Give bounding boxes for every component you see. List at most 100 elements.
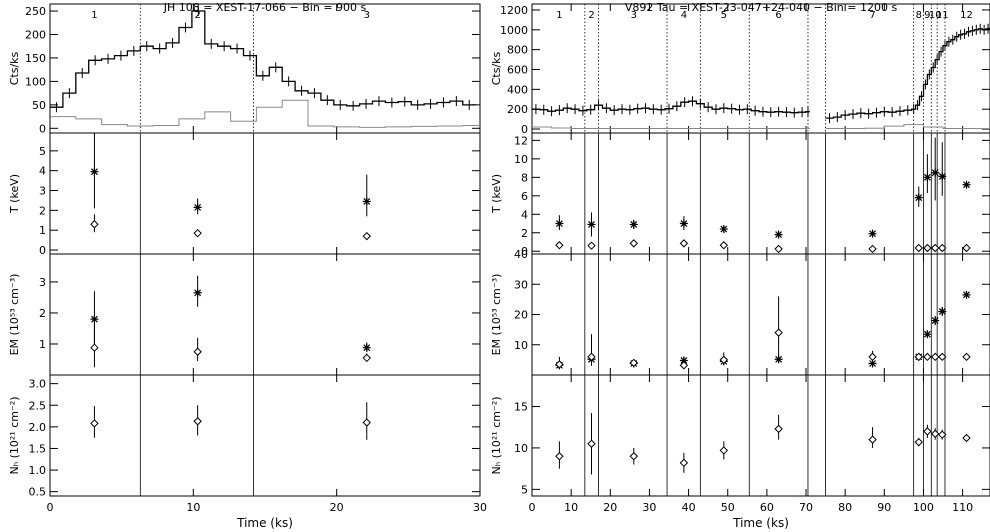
y-tick-label: 600 — [507, 63, 528, 76]
y-axis-label: Nₕ (10²¹ cm⁻²) — [8, 396, 21, 474]
x-tick-label: 100 — [913, 501, 934, 514]
diamond-marker — [914, 352, 923, 362]
y-tick-label: 10 — [514, 153, 528, 166]
y-tick-label: 2 — [39, 307, 46, 320]
diamond-marker — [962, 243, 971, 253]
diamond-marker — [930, 429, 940, 439]
diamond-marker — [193, 417, 202, 426]
y-tick-label: 1 — [39, 338, 46, 351]
interval-label: 9 — [924, 10, 930, 21]
y-tick-label: 6 — [521, 190, 528, 203]
y-tick-label: 8 — [521, 171, 528, 184]
diamond-marker — [555, 241, 564, 250]
panel-temperature: 0 2 4 6 8 10 12 T (keV) — [490, 132, 990, 258]
x-tick-label: 0 — [47, 501, 54, 514]
y-tick-label: 1200 — [500, 4, 528, 17]
interval-label: 5 — [721, 10, 727, 21]
lightcurve-source — [50, 10, 476, 108]
y-tick-label: 3.0 — [29, 378, 47, 391]
panel-frame — [531, 132, 990, 255]
diamond-marker — [719, 355, 729, 365]
lightcurve-source — [532, 27, 990, 119]
asterisk-marker — [938, 172, 947, 181]
interval-label: 7 — [869, 10, 875, 21]
diamond-marker — [938, 430, 947, 439]
asterisk-marker — [679, 219, 688, 228]
y-tick-label: 0.5 — [29, 486, 47, 499]
x-axis-label: Time (ks) — [236, 516, 293, 530]
x-tick-label: 110 — [952, 501, 973, 514]
diamond-marker — [923, 352, 932, 362]
panel-frame — [531, 3, 990, 134]
panel-data — [90, 402, 371, 440]
y-tick-label: 4 — [521, 208, 528, 221]
panel-data — [555, 137, 971, 254]
diamond-marker — [629, 358, 638, 368]
diamond-marker — [587, 439, 596, 448]
y-tick-label: 20 — [514, 309, 528, 322]
y-axis-label: T (keV) — [8, 174, 21, 214]
x-tick-label: 80 — [838, 501, 852, 514]
diamond-marker — [923, 427, 932, 436]
diamond-marker — [587, 352, 596, 362]
x-tick-label: 40 — [682, 501, 696, 514]
x-tick-label: 30 — [642, 501, 656, 514]
y-tick-label: 2.5 — [29, 399, 47, 412]
diamond-marker — [868, 244, 877, 254]
interval-label: 2 — [194, 10, 200, 21]
diamond-marker — [914, 437, 923, 447]
x-tick-label: 10 — [186, 501, 200, 514]
asterisk-marker — [914, 193, 923, 202]
interval-label: 10 — [929, 10, 942, 21]
asterisk-marker — [193, 203, 202, 212]
diamond-marker — [629, 452, 638, 461]
y-tick-label: 800 — [507, 44, 528, 57]
y-tick-label: 5 — [521, 483, 528, 496]
y-axis-label: Cts/ks — [8, 51, 21, 85]
diamond-marker — [938, 243, 947, 253]
diamond-marker — [774, 328, 783, 337]
x-tick-label: 70 — [799, 501, 813, 514]
diamond-marker — [774, 424, 783, 434]
panel-nh: 5 10 15 Nₕ (10²¹ cm⁻²) — [490, 374, 990, 497]
y-tick-label: 50 — [32, 99, 46, 112]
diamond-marker — [962, 352, 971, 362]
diamond-marker — [679, 361, 689, 370]
x-tick-label: 10 — [564, 501, 578, 514]
y-tick-label: 30 — [514, 278, 528, 291]
panel-emission_measure: 10 20 30 40 EM (10⁵³ cm⁻³) — [490, 248, 990, 376]
diamond-marker — [962, 433, 971, 443]
diamond-marker — [587, 241, 596, 250]
y-axis-label: EM (10⁵³ cm⁻³) — [490, 274, 503, 356]
y-tick-label: 150 — [25, 52, 46, 65]
x-tick-label: 30 — [473, 501, 487, 514]
panel-frame — [49, 253, 481, 376]
asterisk-marker — [362, 197, 371, 206]
panel-frame — [49, 132, 481, 255]
diamond-marker — [930, 243, 940, 253]
diamond-marker — [629, 239, 638, 248]
y-tick-label: 0 — [521, 123, 528, 136]
diamond-marker — [868, 435, 877, 444]
y-tick-label: 12 — [514, 134, 528, 147]
x-tick-label: 20 — [603, 501, 617, 514]
asterisk-marker — [923, 173, 932, 182]
y-tick-label: 200 — [25, 28, 46, 41]
asterisk-marker — [774, 355, 783, 364]
interval-label: 3 — [631, 10, 637, 21]
panel-temperature: 0 1 2 3 4 5 T (keV) — [8, 132, 481, 257]
panel-frame — [531, 374, 990, 497]
interval-label: 12 — [960, 10, 973, 21]
x-tick-label: 20 — [330, 501, 344, 514]
x-tick-label: 50 — [721, 501, 735, 514]
lightcurve-background — [532, 124, 990, 129]
y-tick-label: 0 — [521, 245, 528, 258]
asterisk-marker — [90, 167, 99, 176]
chart-2: V892 Tau = XEST-23-047+24-040 − Bin = 12… — [490, 1, 990, 530]
asterisk-marker — [629, 220, 638, 229]
y-tick-label: 2 — [39, 204, 46, 217]
asterisk-marker — [362, 343, 371, 352]
diamond-marker — [719, 241, 729, 250]
